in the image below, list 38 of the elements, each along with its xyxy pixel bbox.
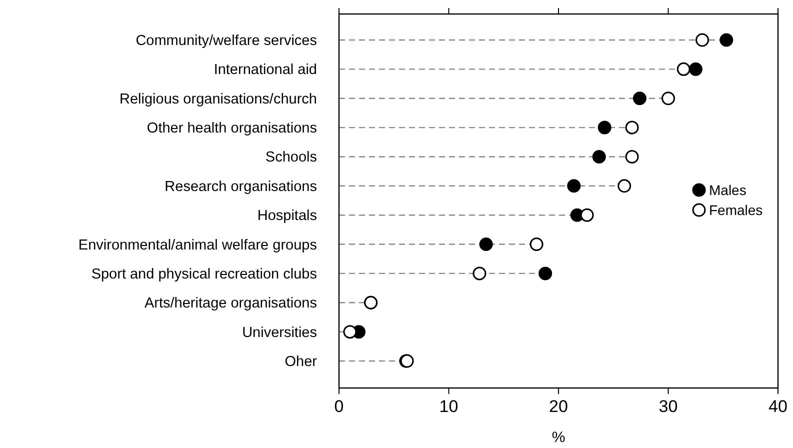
point [625,150,639,164]
point [538,266,552,280]
y-tick-label: Schools [265,150,317,166]
point [592,150,606,164]
x-tick-label: 30 [658,397,678,416]
point [343,325,357,339]
y-tick-label: Community/welfare services [136,33,317,49]
y-tick-label: Arts/heritage organisations [144,296,317,312]
point [662,92,675,106]
point [696,33,710,47]
point [720,33,734,47]
x-tick-label: 0 [334,397,344,416]
x-tick-label: 40 [768,397,788,416]
legend-label: Males [709,182,746,198]
point [688,62,702,76]
y-tick-label: Religious organisations/church [120,91,317,108]
y-tick-label: Environmental/animal welfare groups [78,237,317,254]
point [632,92,646,106]
point [479,238,493,252]
x-tick-label: 10 [439,397,458,416]
y-tick-label: Other health organisations [146,120,317,137]
legend-label: Females [709,202,763,218]
point [472,266,486,280]
point [567,179,581,193]
y-tick-label: Research organisations [164,178,317,195]
x-tick-label: 20 [549,397,568,416]
point [625,120,639,134]
y-tick-label: Universities [242,324,317,341]
point [530,238,544,252]
x-axis-title: % [552,429,566,446]
point [676,62,690,76]
y-tick-label: International aid [214,62,317,78]
y-tick-label: Hospitals [257,208,317,224]
y-tick-label: Oher [284,354,318,370]
point [598,120,612,134]
y-tick-label: Sport and physical recreation clubs [91,266,317,282]
point [618,179,632,193]
point [580,208,594,222]
